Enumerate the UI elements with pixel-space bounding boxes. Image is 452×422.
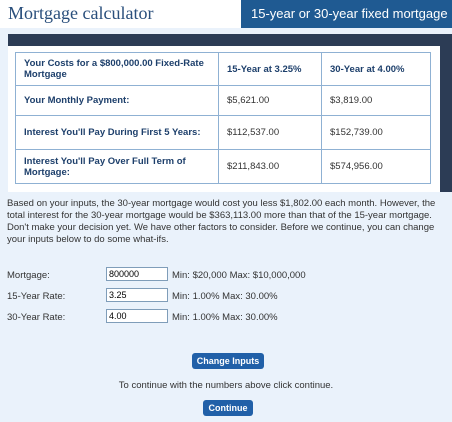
table-row: Interest You'll Pay Over Full Term of Mo… (15, 149, 431, 184)
rate15-label: 15-Year Rate: (7, 291, 66, 302)
page-title: Mortgage calculator (8, 3, 154, 23)
value-30-year-monthly: $3,819.00 (321, 85, 431, 116)
table-header-row: Your Costs for a $800,000.00 Fixed-Rate … (15, 52, 431, 86)
change-inputs-button[interactable]: Change Inputs (192, 353, 264, 369)
rate30-label: 30-Year Rate: (7, 312, 66, 323)
app-header: Mortgage calculator 15-year or 30-year f… (0, 0, 452, 28)
row-label-full-term: Interest You'll Pay Over Full Term of Mo… (15, 149, 219, 184)
rate15-input[interactable] (106, 288, 168, 302)
value-30-year-first-5: $152,739.00 (321, 115, 431, 150)
value-15-year-full-term: $211,843.00 (218, 149, 322, 184)
table-row: Interest You'll Pay During First 5 Years… (15, 115, 431, 150)
row-label-monthly-payment: Your Monthly Payment: (15, 85, 219, 116)
continue-instruction: To continue with the numbers above click… (118, 380, 334, 391)
row-label-first-5-years: Interest You'll Pay During First 5 Years… (15, 115, 219, 150)
tab-15-or-30-year[interactable]: 15-year or 30-year fixed mortgage (241, 0, 452, 28)
table-row: Your Monthly Payment: $5,621.00 $3,819.0… (15, 85, 431, 116)
rate30-input[interactable] (106, 309, 168, 323)
rate15-hint: Min: 1.00% Max: 30.00% (172, 291, 278, 302)
value-15-year-monthly: $5,621.00 (218, 85, 322, 116)
value-30-year-full-term: $574,956.00 (321, 149, 431, 184)
mortgage-label: Mortgage: (7, 270, 50, 281)
continue-button[interactable]: Continue (203, 400, 253, 416)
table-header-30-year: 30-Year at 4.00% (321, 52, 431, 86)
summary-text: Based on your inputs, the 30-year mortga… (7, 198, 436, 245)
table-header-15-year: 15-Year at 3.25% (218, 52, 322, 86)
results-panel: Your Costs for a $800,000.00 Fixed-Rate … (8, 34, 452, 192)
rate30-hint: Min: 1.00% Max: 30.00% (172, 312, 278, 323)
mortgage-input[interactable] (106, 267, 168, 281)
mortgage-hint: Min: $20,000 Max: $10,000,000 (172, 270, 306, 281)
value-15-year-first-5: $112,537.00 (218, 115, 322, 150)
table-header-label: Your Costs for a $800,000.00 Fixed-Rate … (15, 52, 219, 86)
results-table: Your Costs for a $800,000.00 Fixed-Rate … (15, 52, 431, 184)
